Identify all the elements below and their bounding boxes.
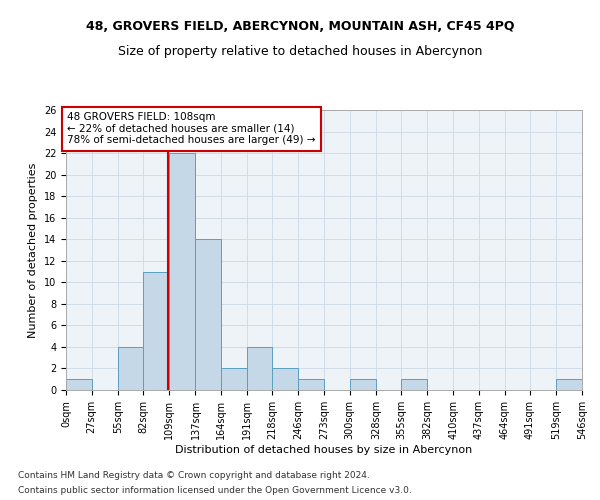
Bar	[272, 368, 298, 390]
Bar	[298, 379, 324, 390]
X-axis label: Distribution of detached houses by size in Abercynon: Distribution of detached houses by size …	[175, 444, 473, 454]
Bar	[143, 272, 169, 390]
Bar	[169, 153, 196, 390]
Text: Size of property relative to detached houses in Abercynon: Size of property relative to detached ho…	[118, 45, 482, 58]
Bar	[556, 379, 582, 390]
Text: 48 GROVERS FIELD: 108sqm
← 22% of detached houses are smaller (14)
78% of semi-d: 48 GROVERS FIELD: 108sqm ← 22% of detach…	[67, 112, 316, 146]
Bar	[350, 379, 376, 390]
Bar	[401, 379, 427, 390]
Bar	[221, 368, 247, 390]
Bar	[247, 347, 272, 390]
Text: 48, GROVERS FIELD, ABERCYNON, MOUNTAIN ASH, CF45 4PQ: 48, GROVERS FIELD, ABERCYNON, MOUNTAIN A…	[86, 20, 514, 33]
Bar	[196, 239, 221, 390]
Bar	[66, 379, 92, 390]
Bar	[118, 347, 143, 390]
Text: Contains public sector information licensed under the Open Government Licence v3: Contains public sector information licen…	[18, 486, 412, 495]
Y-axis label: Number of detached properties: Number of detached properties	[28, 162, 38, 338]
Text: Contains HM Land Registry data © Crown copyright and database right 2024.: Contains HM Land Registry data © Crown c…	[18, 471, 370, 480]
